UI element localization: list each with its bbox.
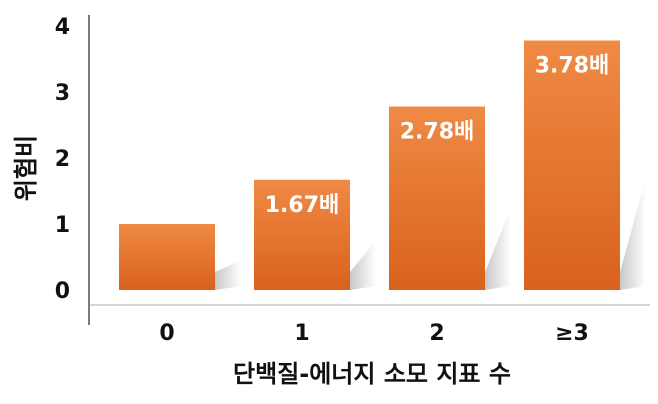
y-tick-label: 3 bbox=[55, 81, 70, 106]
bar-data-label: 3.78배 bbox=[535, 54, 610, 79]
y-tick-label: 1 bbox=[55, 213, 70, 238]
x-axis-title: 단백질-에너지 소모 지표 수 bbox=[233, 360, 511, 388]
bar-data-label: 1.67배 bbox=[265, 193, 340, 218]
bar-0 bbox=[119, 224, 215, 290]
y-tick-label: 0 bbox=[55, 279, 70, 304]
bar-shadow bbox=[620, 177, 646, 290]
bar-data-label: 2.78배 bbox=[400, 120, 475, 145]
bars bbox=[119, 40, 620, 291]
y-axis-title: 위험비 bbox=[12, 135, 40, 201]
x-tick-label: ≥3 bbox=[555, 321, 589, 346]
bar-1 bbox=[254, 179, 350, 290]
y-tick-label: 2 bbox=[55, 147, 70, 172]
bar-shadows bbox=[215, 177, 646, 290]
bar-data-labels: 1.67배 2.78배 3.78배 bbox=[265, 54, 610, 218]
bar-2 bbox=[389, 106, 485, 291]
bar-shadow bbox=[485, 207, 511, 290]
x-tick-labels: 0 1 2 ≥3 bbox=[159, 321, 589, 346]
y-tick-labels: 0 1 2 3 4 bbox=[55, 15, 70, 304]
bar-shadow bbox=[215, 260, 241, 290]
x-tick-label: 2 bbox=[429, 321, 444, 346]
x-tick-label: 0 bbox=[159, 321, 174, 346]
bar-3 bbox=[524, 40, 620, 290]
y-tick-label: 4 bbox=[55, 15, 70, 40]
x-tick-label: 1 bbox=[294, 321, 309, 346]
bar-shadow bbox=[350, 240, 376, 290]
